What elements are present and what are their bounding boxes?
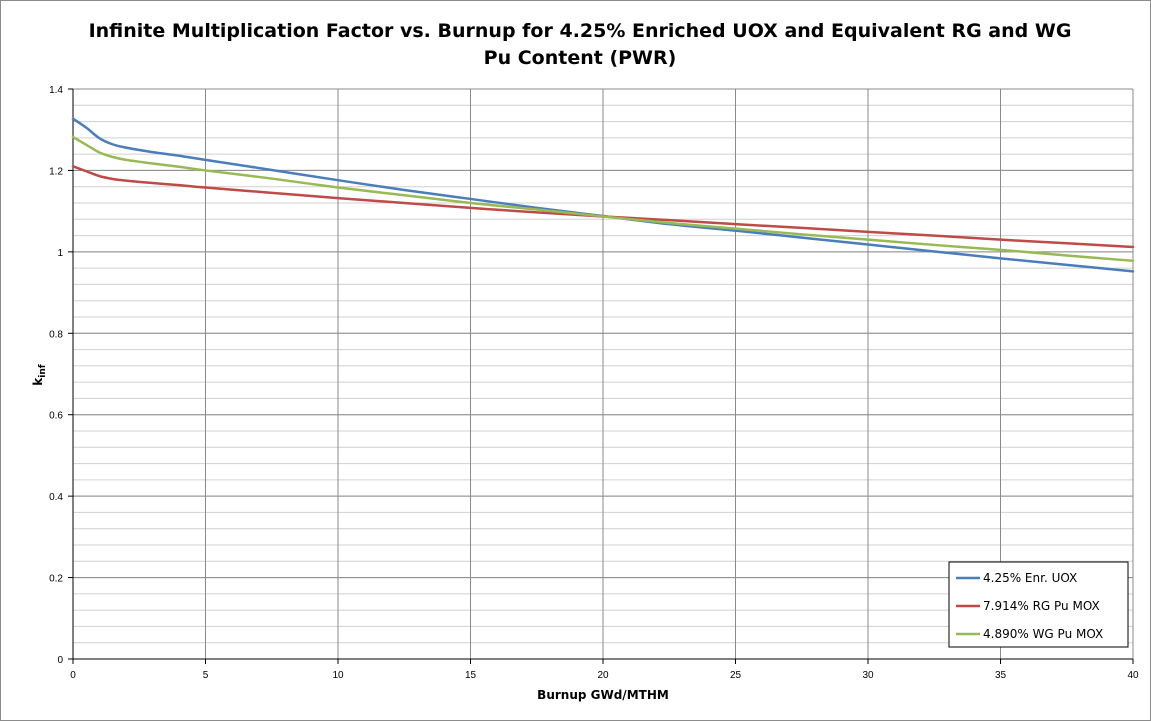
y-axis-title-main: k: [31, 377, 45, 386]
x-tick-label: 10: [332, 670, 344, 681]
series-line-2: [71, 165, 1135, 249]
x-tick-label: 30: [862, 670, 874, 681]
legend-label: 7.914% RG Pu MOX: [983, 599, 1100, 613]
x-tick-label: 25: [730, 670, 742, 681]
x-tick-label: 20: [597, 670, 609, 681]
x-tick-label: 0: [70, 670, 76, 681]
legend-label: 4.890% WG Pu MOX: [983, 627, 1103, 641]
legend: 4.25% Enr. UOX 7.914% RG Pu MOX 4.890% WG …: [948, 561, 1129, 648]
y-axis-title: kinf: [31, 364, 48, 385]
x-axis-title: Burnup GWd/MTHM: [537, 688, 669, 702]
axes: [68, 88, 1134, 664]
legend-label: 4.25% Enr. UOX: [983, 571, 1077, 585]
y-tick-label: 1.2: [49, 166, 63, 177]
x-tick-label: 40: [1127, 670, 1139, 681]
y-tick-label: 0.6: [49, 411, 63, 422]
chart-title-line-1: Infinite Multiplication Factor vs. Burnu…: [89, 20, 1072, 42]
y-axis-title-subscript: inf: [38, 364, 48, 377]
series-line-3: [71, 135, 1135, 263]
y-tick-label: 0.4: [49, 492, 63, 503]
x-tick-label: 35: [995, 670, 1007, 681]
x-tick-label: 5: [203, 670, 209, 681]
y-tick-label: 0.8: [49, 329, 63, 340]
series-lines: [71, 117, 1135, 273]
y-tick-label: 1.4: [49, 85, 63, 96]
y-tick-label: 1: [57, 248, 63, 259]
svg-text:kinf: kinf: [31, 364, 48, 385]
x-tick-label: 15: [465, 670, 477, 681]
series-line-1: [71, 117, 1135, 273]
tick-labels: 0 5 10 15 20 25 30 35 40 0 0.2 0.4 0.6 0.8 1 1.2 1.4: [49, 85, 1139, 681]
y-tick-label: 0: [57, 655, 63, 666]
chart-title-line-2: Pu Content (PWR): [484, 47, 677, 69]
y-tick-label: 0.2: [49, 574, 63, 585]
